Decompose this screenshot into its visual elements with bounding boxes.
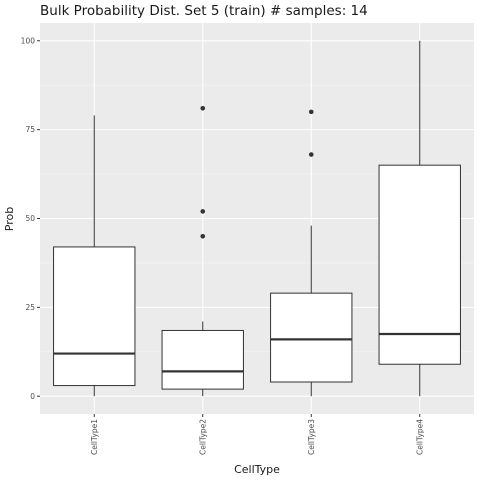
x-axis: CellType1 CellType2 CellType3 CellType4 [90,414,424,455]
outlier-point [200,233,206,239]
y-axis: 0 25 50 75 100 [21,36,40,401]
outlier-point [308,152,314,157]
x-tick-label: CellType2 [198,419,207,455]
chart-title: Bulk Probability Dist. Set 5 (train) # s… [40,3,368,19]
x-tick-label: CellType3 [307,419,316,455]
x-tick-label: CellType1 [90,419,99,455]
iqr-box [270,292,353,383]
box-series [53,40,461,397]
iqr-box [378,164,461,365]
iqr-box [53,246,136,387]
outlier-point [200,209,206,214]
box-CellType3 [270,109,353,397]
y-axis-title: Prob [3,207,16,231]
y-tick-label: 50 [25,214,35,223]
box-CellType4 [378,40,461,397]
y-tick-label: 75 [25,125,35,134]
y-tick-label: 25 [25,303,35,312]
x-tick-label: CellType4 [415,419,424,455]
outlier-point [308,109,314,115]
box-CellType1 [53,115,136,397]
iqr-box [161,329,244,390]
y-tick-label: 0 [30,392,35,401]
x-axis-title: CellType [234,463,280,476]
y-tick-label: 100 [21,36,36,45]
outlier-point [200,106,206,111]
box-CellType2 [161,106,244,397]
